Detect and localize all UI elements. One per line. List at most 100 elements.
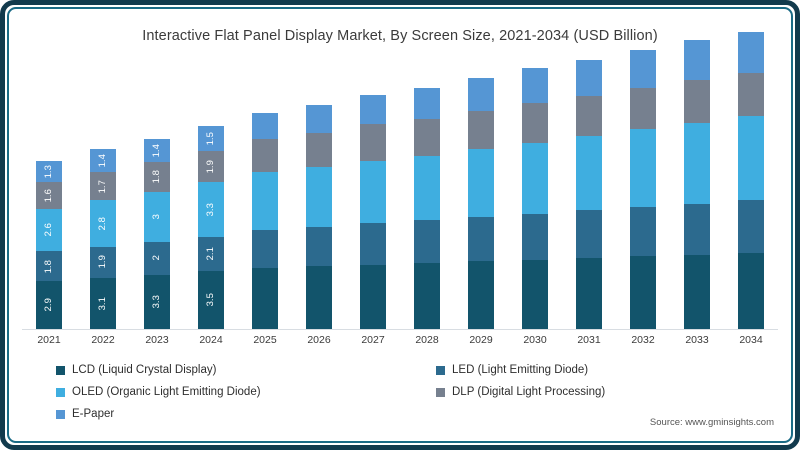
x-tick-2027: 2027: [361, 334, 385, 346]
x-tick-2030: 2030: [523, 334, 547, 346]
bar-segment[interactable]: [468, 216, 494, 262]
bar-segment[interactable]: [360, 160, 386, 224]
legend-item[interactable]: LCD (Liquid Crystal Display): [56, 364, 216, 376]
bar-segment[interactable]: 3.1: [90, 277, 116, 329]
legend-item[interactable]: LED (Light Emitting Diode): [436, 364, 588, 376]
bar-segment[interactable]: [576, 96, 602, 136]
bar-segment[interactable]: 3: [144, 192, 170, 242]
bar-value-label: 1.4: [151, 144, 163, 158]
bar-segment[interactable]: [306, 104, 332, 133]
bar-segment[interactable]: [252, 172, 278, 231]
bar-segment[interactable]: 1.5: [198, 126, 224, 151]
bar-segment[interactable]: [360, 264, 386, 329]
bar-segment[interactable]: 2.6: [36, 208, 62, 252]
bar-segment[interactable]: 2.8: [90, 200, 116, 247]
bar-column-2027[interactable]: [360, 94, 386, 329]
legend-item[interactable]: DLP (Digital Light Processing): [436, 386, 605, 398]
legend-label: DLP (Digital Light Processing): [452, 386, 606, 398]
bar-segment[interactable]: 1.8: [36, 251, 62, 282]
legend-item[interactable]: OLED (Organic Light Emitting Diode): [56, 386, 261, 398]
bar-segment[interactable]: [468, 111, 494, 150]
bar-value-label: 1.3: [43, 164, 55, 179]
bar-column-2029[interactable]: [468, 78, 494, 329]
bar-segment[interactable]: 1.9: [90, 246, 116, 278]
bar-segment[interactable]: 3.3: [198, 182, 224, 237]
x-tick-2029: 2029: [469, 334, 493, 346]
bar-segment[interactable]: [252, 267, 278, 329]
bar-column-2024[interactable]: 3.5 2.1 3.3 1.9 1.5: [198, 126, 224, 329]
bar-column-2030[interactable]: [522, 68, 548, 329]
bar-segment[interactable]: 1.8: [144, 162, 170, 193]
bar-segment[interactable]: [522, 259, 548, 329]
bar-segment[interactable]: 1.7: [90, 172, 116, 201]
bar-column-2034[interactable]: [738, 32, 764, 329]
bar-segment[interactable]: 2: [144, 241, 170, 275]
bar-segment[interactable]: [468, 149, 494, 217]
bar-segment[interactable]: [414, 88, 440, 120]
bar-segment[interactable]: [738, 116, 764, 201]
bar-segment[interactable]: [684, 122, 710, 204]
bar-segment[interactable]: [414, 155, 440, 221]
bar-segment[interactable]: [684, 203, 710, 255]
legend-color-swatch: [436, 387, 445, 397]
bar-segment[interactable]: [414, 220, 440, 263]
bar-column-2028[interactable]: [414, 88, 440, 329]
bar-segment[interactable]: [414, 263, 440, 329]
bar-segment[interactable]: [576, 60, 602, 97]
x-tick-2024: 2024: [199, 334, 223, 346]
bar-value-label: 1.9: [205, 159, 217, 174]
bar-segment[interactable]: [738, 200, 764, 254]
bar-segment[interactable]: [630, 256, 656, 329]
bar-segment[interactable]: [306, 167, 332, 227]
bar-segment[interactable]: [360, 223, 386, 265]
bar-segment[interactable]: 2.9: [36, 281, 62, 329]
bar-segment[interactable]: [630, 129, 656, 207]
bar-column-2031[interactable]: [576, 60, 602, 329]
bar-segment[interactable]: [522, 102, 548, 143]
bar-segment[interactable]: 1.6: [36, 182, 62, 209]
bar-segment[interactable]: 3.5: [198, 271, 224, 329]
bar-column-2033[interactable]: [684, 40, 710, 329]
bar-segment[interactable]: [522, 142, 548, 214]
bar-segment[interactable]: [630, 50, 656, 89]
bar-segment[interactable]: [684, 40, 710, 80]
bar-segment[interactable]: 1.3: [36, 160, 62, 183]
bar-column-2026[interactable]: [306, 104, 332, 329]
bar-column-2021[interactable]: 2.9 1.8 2.6 1.6 1.3: [36, 160, 62, 329]
bar-segment[interactable]: [414, 119, 440, 156]
bar-segment[interactable]: 2.1: [198, 236, 224, 272]
bar-segment[interactable]: 1.4: [90, 149, 116, 173]
bar-column-2025[interactable]: [252, 112, 278, 329]
bar-segment[interactable]: [576, 258, 602, 329]
bar-segment[interactable]: [522, 68, 548, 103]
bar-segment[interactable]: [252, 112, 278, 140]
bar-segment[interactable]: [360, 94, 386, 125]
bar-segment[interactable]: [630, 88, 656, 130]
bar-segment[interactable]: [576, 135, 602, 211]
bar-segment[interactable]: [522, 213, 548, 260]
chart-legend: LCD (Liquid Crystal Display) LED (Light E…: [56, 364, 756, 426]
bar-segment[interactable]: [468, 261, 494, 329]
legend-item[interactable]: E-Paper: [56, 408, 114, 420]
bar-column-2022[interactable]: 3.1 1.9 2.8 1.7 1.4: [90, 149, 116, 329]
bar-segment[interactable]: [738, 73, 764, 117]
bar-segment[interactable]: [684, 79, 710, 123]
bar-segment[interactable]: [360, 124, 386, 161]
bar-segment[interactable]: [306, 226, 332, 267]
bar-column-2023[interactable]: 3.3 2 3 1.8 1.4: [144, 139, 170, 329]
bar-segment[interactable]: 1.4: [144, 139, 170, 163]
bar-segment[interactable]: [738, 32, 764, 74]
bar-segment[interactable]: [684, 254, 710, 329]
bar-segment[interactable]: [630, 206, 656, 257]
bar-segment[interactable]: [252, 230, 278, 268]
bar-segment[interactable]: [306, 132, 332, 168]
bar-segment[interactable]: [252, 139, 278, 173]
bar-segment[interactable]: 3.3: [144, 274, 170, 329]
bar-segment[interactable]: 1.9: [198, 150, 224, 183]
bar-segment[interactable]: [468, 78, 494, 112]
bar-segment[interactable]: [576, 210, 602, 259]
bar-column-2032[interactable]: [630, 50, 656, 329]
bar-segment[interactable]: [306, 266, 332, 329]
bar-segment[interactable]: [738, 253, 764, 329]
